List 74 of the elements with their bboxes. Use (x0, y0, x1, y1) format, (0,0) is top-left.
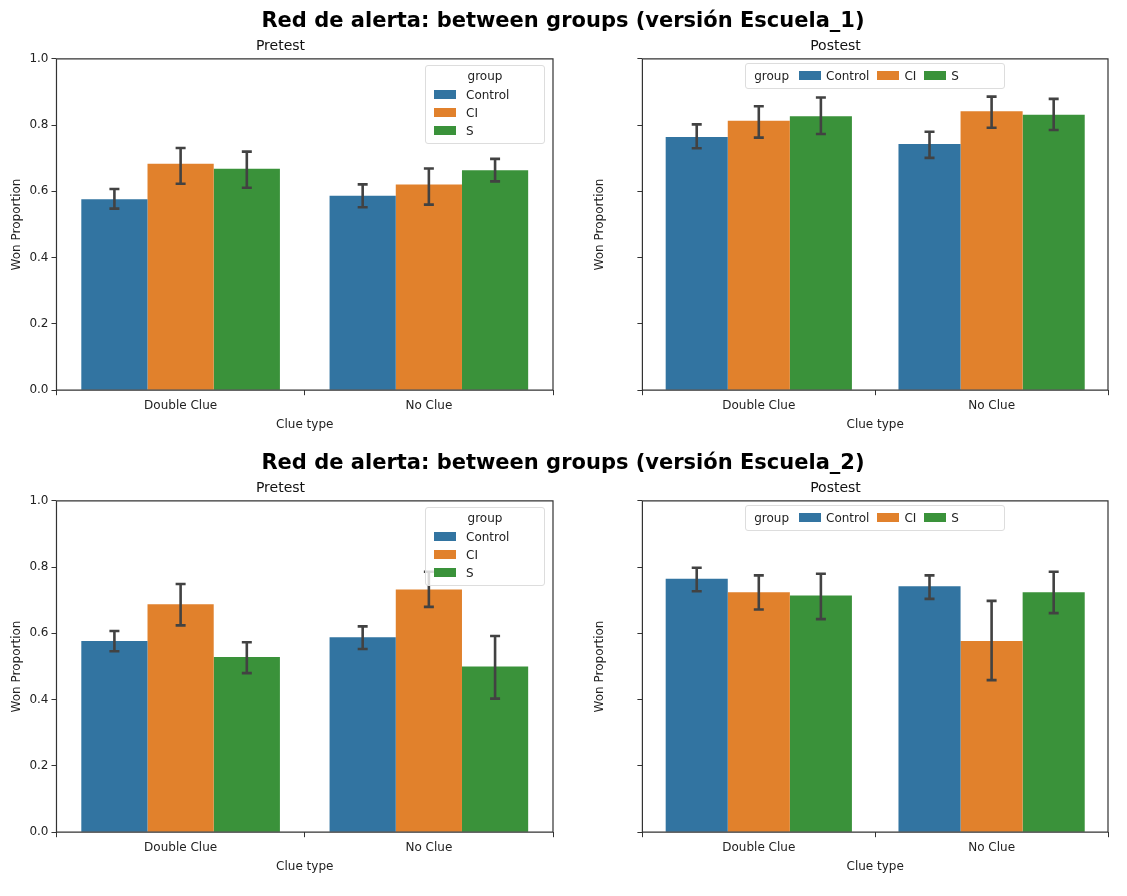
y-tick-label: 0.8 (29, 559, 49, 574)
y-tick-label: 0.0 (29, 824, 49, 839)
bar (727, 120, 790, 390)
bar (727, 592, 790, 832)
bar (329, 195, 396, 390)
bar (461, 666, 529, 832)
x-axis-title: Clue type (276, 858, 334, 873)
bar (147, 604, 214, 832)
x-axis-title: Clue type (276, 416, 334, 431)
legend-title: group (754, 68, 790, 83)
bar (960, 640, 1023, 832)
y-axis-title: Won Proportion (9, 178, 24, 271)
x-tick-label: No Clue (405, 397, 453, 412)
legend-label: Control (826, 510, 870, 525)
chart-title: Postest (810, 479, 862, 496)
legend-label: S (466, 565, 474, 580)
bar (213, 168, 280, 390)
chart-title: Red de alerta: between groups (versión Escuela_2) (260, 450, 866, 476)
bar (789, 595, 852, 832)
legend-label: S (466, 123, 474, 138)
legend-label: CI (904, 68, 917, 83)
legend-title: group (754, 510, 790, 525)
y-tick-label: 0.0 (29, 382, 49, 397)
legend-label: S (951, 510, 959, 525)
y-tick-label: 1.0 (29, 50, 49, 65)
bar (1022, 592, 1085, 832)
bar (898, 143, 961, 390)
x-tick-label: Double Clue (144, 397, 218, 412)
legend-label: CI (904, 510, 917, 525)
y-axis-title: Won Proportion (592, 620, 607, 713)
chart-subtitle: Pretest (255, 37, 306, 54)
x-tick-label: Double Clue (722, 839, 796, 854)
legend-label: CI (466, 105, 478, 120)
y-tick-label: 0.6 (29, 625, 49, 640)
bar (1022, 114, 1085, 390)
y-tick-label: 0.2 (29, 316, 49, 331)
x-axis-title: Clue type (846, 416, 904, 431)
bar (395, 589, 462, 832)
legend-label: Control (466, 87, 510, 102)
y-tick-label: 0.4 (29, 691, 49, 706)
bar (960, 111, 1023, 390)
x-tick-label: No Clue (968, 839, 1016, 854)
legend-label: Control (466, 529, 510, 544)
y-tick-label: 0.6 (29, 183, 49, 198)
y-tick-label: 1.0 (29, 492, 49, 507)
bar (665, 578, 728, 832)
bar (898, 586, 961, 832)
bar (81, 199, 148, 390)
legend-title: group (466, 68, 504, 83)
legend-label: Control (826, 68, 870, 83)
legend-label: S (951, 68, 959, 83)
bar (395, 184, 462, 390)
bar (81, 640, 148, 832)
y-tick-label: 0.4 (29, 249, 49, 264)
bar (789, 116, 852, 390)
x-axis-title: Clue type (846, 858, 904, 873)
bar (665, 137, 728, 390)
legend-label: CI (466, 547, 478, 562)
y-tick-label: 0.8 (29, 117, 49, 132)
x-tick-label: No Clue (405, 839, 453, 854)
y-axis-title: Won Proportion (9, 620, 24, 713)
bar (213, 656, 280, 832)
x-tick-label: No Clue (968, 397, 1016, 412)
chart-title: Red de alerta: between groups (versión Escuela_1) (260, 8, 866, 34)
y-tick-label: 0.2 (29, 758, 49, 773)
y-axis-title: Won Proportion (592, 178, 607, 271)
legend-title: group (466, 510, 504, 525)
chart-subtitle: Pretest (255, 479, 306, 496)
bar (329, 637, 396, 832)
x-tick-label: Double Clue (722, 397, 796, 412)
bar (147, 163, 214, 390)
x-tick-label: Double Clue (144, 839, 218, 854)
bar (461, 170, 529, 390)
chart-title: Postest (810, 37, 862, 54)
